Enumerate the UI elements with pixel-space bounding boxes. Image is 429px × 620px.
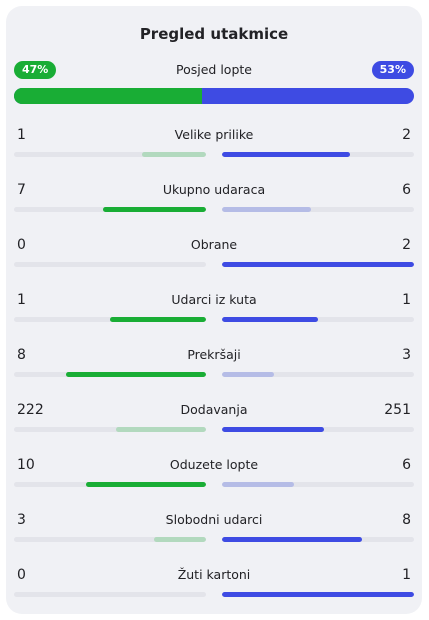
stat-row-velike-prilike: 1 Velike prilike 2 — [14, 127, 414, 167]
home-bar-fill — [102, 207, 206, 212]
home-possession-fill — [14, 88, 202, 104]
home-bar-fill — [110, 317, 206, 322]
home-possession-badge: 47% — [14, 61, 57, 79]
away-value: 8 — [402, 512, 411, 528]
home-bar-fill — [153, 537, 206, 542]
away-value: 1 — [402, 292, 411, 308]
stat-label: Ukupno udaraca — [162, 182, 266, 197]
home-track — [14, 207, 206, 212]
possession-bar — [14, 88, 414, 104]
home-bar-fill — [142, 152, 206, 157]
stat-label: Slobodni udarci — [165, 512, 263, 527]
away-track — [222, 482, 414, 487]
home-track — [14, 592, 206, 597]
stat-row-prekrsaji: 8 Prekršaji 3 — [14, 347, 414, 387]
match-overview-card: Pregled utakmice 47% Posjed lopte 53% 1 V… — [6, 6, 422, 614]
possession-label: Posjed lopte — [176, 62, 252, 77]
away-value: 2 — [402, 127, 411, 143]
away-track — [222, 152, 414, 157]
home-track — [14, 482, 206, 487]
stat-row-udarci-iz-kuta: 1 Udarci iz kuta 1 — [14, 292, 414, 332]
away-value: 2 — [402, 237, 411, 253]
stat-label: Prekršaji — [187, 347, 241, 362]
home-value: 3 — [17, 512, 26, 528]
possession-header: 47% Posjed lopte 53% — [14, 61, 414, 81]
away-value: 6 — [402, 182, 411, 198]
away-value: 1 — [402, 567, 411, 583]
home-track — [14, 152, 206, 157]
home-track — [14, 427, 206, 432]
away-track — [222, 592, 414, 597]
away-value: 6 — [402, 457, 411, 473]
home-value: 10 — [17, 457, 35, 473]
stat-row-zuti-kartoni: 0 Žuti kartoni 1 — [14, 567, 414, 607]
home-bar-fill — [86, 482, 206, 487]
home-value: 1 — [17, 127, 26, 143]
away-track — [222, 207, 414, 212]
home-value: 1 — [17, 292, 26, 308]
home-value: 222 — [17, 402, 44, 418]
away-value: 251 — [384, 402, 411, 418]
away-bar-fill — [222, 317, 318, 322]
away-bar-fill — [222, 207, 311, 212]
away-bar-fill — [222, 427, 324, 432]
away-bar-fill — [222, 262, 414, 267]
home-bar-fill — [115, 427, 206, 432]
away-track — [222, 372, 414, 377]
stat-label: Obrane — [190, 237, 238, 252]
home-value: 8 — [17, 347, 26, 363]
home-track — [14, 262, 206, 267]
home-value: 7 — [17, 182, 26, 198]
away-bar-fill — [222, 592, 414, 597]
home-track — [14, 537, 206, 542]
away-track — [222, 537, 414, 542]
away-track — [222, 427, 414, 432]
stat-label: Velike prilike — [174, 127, 254, 142]
away-bar-fill — [222, 372, 275, 377]
stat-row-dodavanja: 222 Dodavanja 251 — [14, 402, 414, 442]
home-value: 0 — [17, 567, 26, 583]
home-value: 0 — [17, 237, 26, 253]
away-possession-badge: 53% — [371, 61, 414, 79]
stat-row-ukupno-udaraca: 7 Ukupno udaraca 6 — [14, 182, 414, 222]
stat-label: Dodavanja — [180, 402, 248, 417]
card-title: Pregled utakmice — [139, 25, 289, 43]
away-track — [222, 262, 414, 267]
home-track — [14, 372, 206, 377]
away-bar-fill — [222, 482, 294, 487]
stat-row-slobodni-udarci: 3 Slobodni udarci 8 — [14, 512, 414, 552]
away-track — [222, 317, 414, 322]
stat-label: Udarci iz kuta — [171, 292, 257, 307]
home-bar-fill — [66, 372, 206, 377]
stat-label: Oduzete lopte — [169, 457, 259, 472]
away-bar-fill — [222, 152, 350, 157]
stat-row-obrane: 0 Obrane 2 — [14, 237, 414, 277]
away-bar-fill — [222, 537, 362, 542]
home-track — [14, 317, 206, 322]
stat-label: Žuti kartoni — [177, 567, 251, 582]
stat-row-oduzete-lopte: 10 Oduzete lopte 6 — [14, 457, 414, 497]
away-value: 3 — [402, 347, 411, 363]
